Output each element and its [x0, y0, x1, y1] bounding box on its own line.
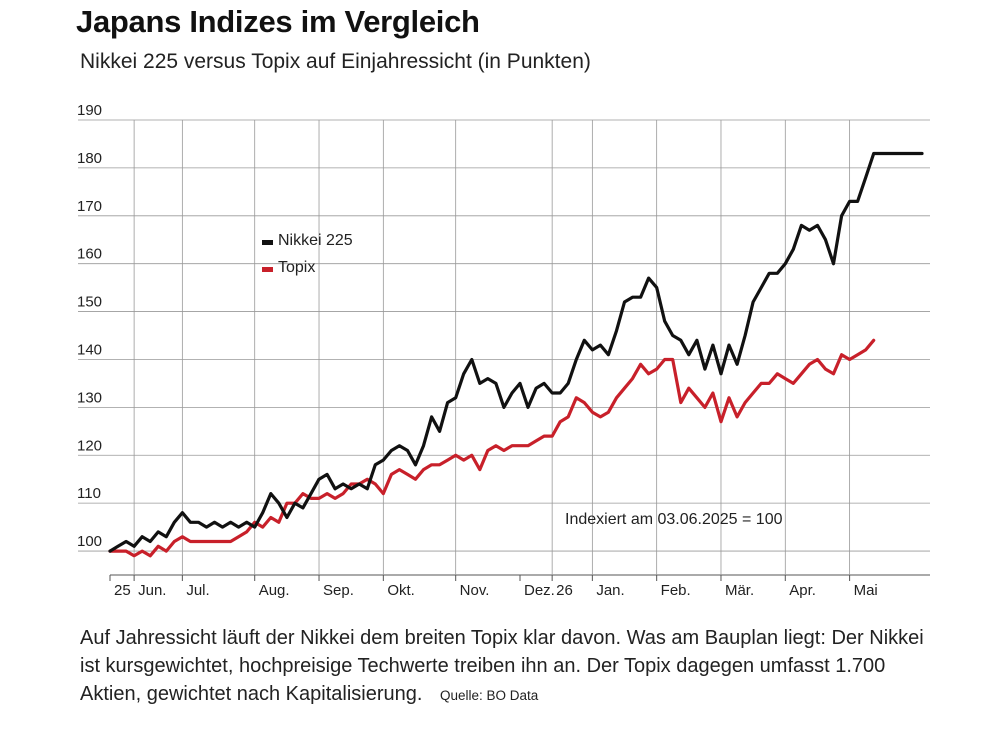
- x-tick-label: Okt.: [387, 582, 415, 599]
- x-tick-label: Feb.: [661, 582, 691, 599]
- x-tick-label: Mai: [854, 582, 878, 599]
- x-tick-label: Aug.: [259, 582, 290, 599]
- x-tick-label: Dez.: [524, 582, 555, 599]
- series-line-topix: [108, 338, 876, 558]
- caption: Auf Jahressicht läuft der Nikkei dem bre…: [80, 624, 940, 710]
- y-tick-label: 180: [77, 150, 102, 167]
- y-tick-label: 130: [77, 389, 102, 406]
- legend-swatch: [262, 267, 273, 272]
- legend-label: Nikkei 225: [278, 232, 353, 249]
- x-tick-label: Jun.: [138, 582, 166, 599]
- x-tick-label: Jul.: [186, 582, 209, 599]
- legend-swatch: [262, 240, 273, 245]
- chart-title: Japans Indizes im Vergleich: [76, 4, 480, 39]
- y-tick-label: 190: [77, 102, 102, 119]
- x-tick-label: Jan.: [596, 582, 624, 599]
- caption-text: Auf Jahressicht läuft der Nikkei dem bre…: [80, 627, 924, 705]
- x-tick-label: Sep.: [323, 582, 354, 599]
- x-tick-label: Apr.: [789, 582, 816, 599]
- x-tick-label: 25: [114, 582, 131, 599]
- chart-subtitle: Nikkei 225 versus Topix auf Einjahressic…: [80, 50, 591, 73]
- x-tick-label: Mär.: [725, 582, 754, 599]
- x-tick-label: Nov.: [460, 582, 490, 599]
- source-label: Quelle: BO Data: [439, 688, 539, 703]
- y-tick-label: 120: [77, 437, 102, 454]
- y-tick-label: 150: [77, 294, 102, 311]
- series-line-nikkei: [108, 151, 924, 553]
- index-annotation: Indexiert am 03.06.2025 = 100: [565, 511, 783, 528]
- x-tick-label: 26: [556, 582, 573, 599]
- y-tick-label: 140: [77, 341, 102, 358]
- y-tick-label: 110: [77, 485, 101, 502]
- y-tick-label: 100: [77, 533, 102, 550]
- y-tick-label: 160: [77, 246, 102, 263]
- line-chart: 100 110 120 130 140 150 160 170 180 190 25 Jun. Jul.…: [77, 102, 930, 599]
- legend-label: Topix: [278, 259, 315, 276]
- y-tick-label: 170: [77, 198, 102, 215]
